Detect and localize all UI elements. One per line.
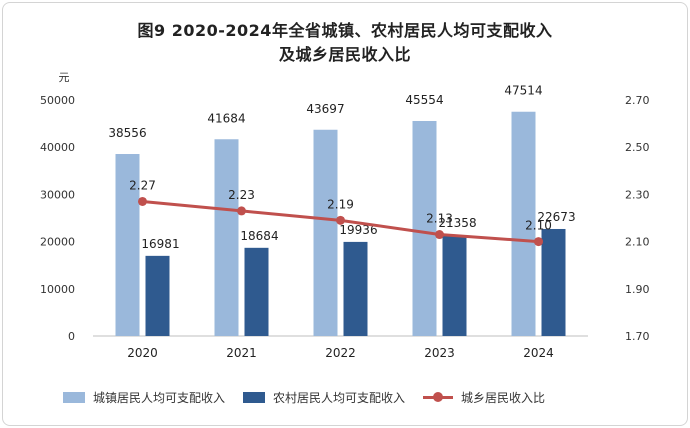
bar-urban [214, 139, 239, 336]
y-tick-label: 40000 [40, 141, 75, 154]
ratio-point [138, 196, 147, 206]
chart-subtitle: 及城乡居民收入比 [278, 45, 411, 64]
bar-label-urban: 47514 [504, 84, 542, 98]
y2-tick-label: 1.70 [625, 330, 650, 343]
legend-item-urban: 城镇居民人均可支配收入 [63, 389, 225, 406]
y-tick-label: 0 [68, 330, 75, 343]
x-tick-label: 2023 [424, 346, 455, 360]
x-tick-label: 2021 [226, 346, 257, 360]
ratio-label: 2.23 [228, 188, 255, 202]
y-tick-label: 50000 [40, 94, 75, 107]
legend-label-urban: 城镇居民人均可支配收入 [93, 390, 226, 405]
bar-label-urban: 45554 [405, 93, 443, 107]
x-tick-label: 2022 [325, 346, 356, 360]
y-tick-label: 10000 [40, 283, 75, 296]
bar-rural [442, 235, 467, 336]
bar-label-rural: 19936 [339, 223, 377, 237]
ratio-label: 2.13 [426, 212, 453, 226]
ratio-label: 2.10 [525, 219, 552, 233]
legend-swatch-urban [63, 391, 85, 403]
ratio-label: 2.19 [327, 197, 354, 211]
y2-tick-label: 2.30 [625, 188, 650, 201]
legend-label-ratio: 城乡居民收入比 [461, 390, 546, 405]
bar-label-rural: 21358 [438, 216, 476, 230]
combo-chart: 元010000200003000040000500001.701.902.102… [40, 71, 650, 360]
bar-rural [541, 228, 566, 336]
y2-tick-label: 2.10 [625, 236, 650, 249]
legend-item-rural: 农村居民人均可支配收入 [243, 389, 405, 406]
bar-rural [244, 247, 269, 336]
y2-tick-label: 2.50 [625, 141, 650, 154]
bar-label-rural: 16981 [141, 237, 179, 251]
bar-urban [313, 129, 338, 336]
bar-label-urban: 43697 [306, 102, 344, 116]
legend-item-ratio: 城乡居民收入比 [423, 389, 545, 406]
ratio-point [237, 206, 246, 216]
bar-urban [511, 111, 536, 336]
legend-swatch-rural [243, 391, 266, 403]
ratio-point [336, 215, 345, 225]
y-tick-label: 20000 [40, 236, 75, 249]
y2-tick-label: 2.70 [625, 94, 650, 107]
legend-swatch-ratio [423, 391, 454, 403]
y-tick-label: 30000 [40, 188, 75, 201]
chart-title: 图9 2020-2024年全省城镇、农村居民人均可支配收入 [137, 21, 553, 40]
bar-rural [343, 241, 368, 336]
bar-label-urban: 38556 [108, 126, 146, 140]
bar-urban [412, 120, 437, 336]
bar-label-rural: 18684 [240, 229, 278, 243]
y2-tick-label: 1.90 [625, 283, 650, 296]
x-tick-label: 2020 [127, 346, 158, 360]
ratio-point [534, 237, 543, 247]
ratio-label: 2.27 [129, 178, 156, 192]
x-tick-label: 2024 [523, 346, 554, 360]
ratio-point [435, 230, 444, 240]
bar-label-urban: 41684 [207, 111, 245, 125]
legend-label-rural: 农村居民人均可支配收入 [273, 390, 406, 405]
bar-urban [115, 154, 140, 336]
chart-legend: 城镇居民人均可支配收入 农村居民人均可支配收入 城乡居民收入比 [63, 385, 563, 409]
bar-rural [145, 255, 170, 336]
y-axis-unit: 元 [59, 71, 70, 84]
bar-label-rural: 22673 [537, 210, 575, 224]
